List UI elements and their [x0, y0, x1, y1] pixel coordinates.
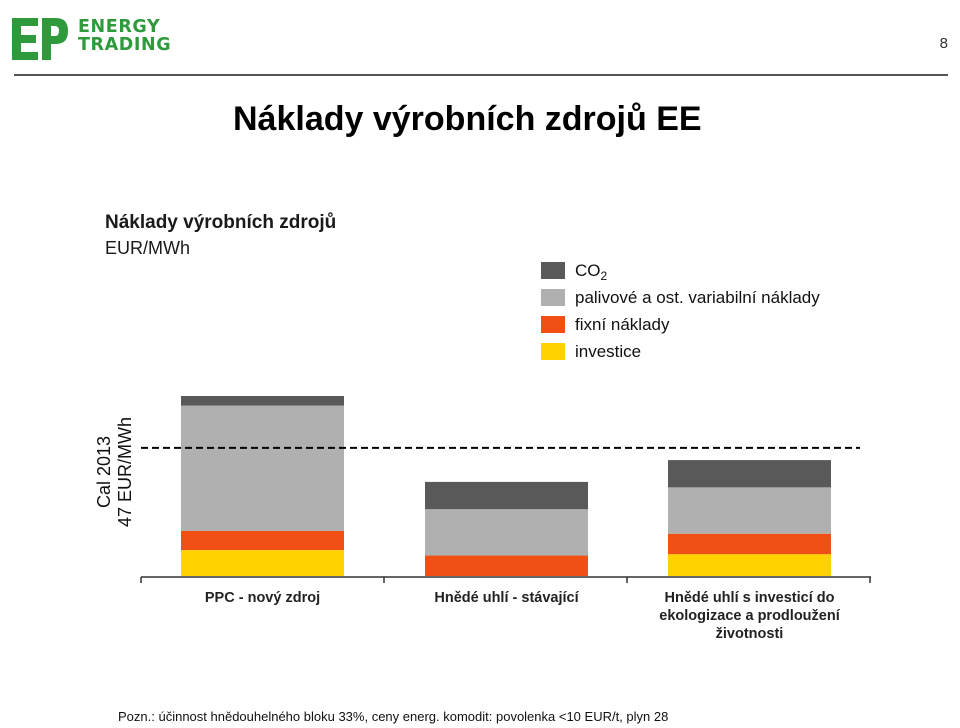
bars-group [181, 396, 831, 576]
legend-label: CO2 [575, 261, 608, 283]
legend-swatch [541, 289, 565, 306]
x-tick-label: Hnědé uhlí s investicí do ekologizace a p… [659, 590, 840, 642]
footnote: Pozn.: účinnost hnědouhelného bloku 33%,… [118, 709, 669, 724]
legend-label: palivové a ost. variabilní náklady [575, 288, 820, 307]
bar-segment-0-fixní [181, 531, 344, 551]
chart-title: Náklady výrobních zdrojů [105, 212, 336, 233]
legend-label: investice [575, 342, 641, 361]
x-tick-label: PPC - nový zdroj [205, 590, 320, 606]
reference-label-line1: Cal 2013 [94, 436, 114, 508]
bar-segment-1-co2 [425, 481, 588, 510]
reference-label-group: Cal 2013 47 EUR/MWh [94, 417, 135, 527]
bar-segment-1-palivové [425, 509, 588, 556]
bar-segment-1-fixní [425, 555, 588, 576]
legend-swatch [541, 262, 565, 279]
bar-segment-0-co2 [181, 396, 344, 406]
chart-subtitle: EUR/MWh [105, 238, 190, 258]
legend-swatch [541, 343, 565, 360]
bar-segment-2-palivové [668, 487, 831, 534]
logo-text: ENERGY TRADING [78, 17, 172, 55]
slide-title: Náklady výrobních zdrojů EE [233, 100, 702, 138]
bar-segment-2-fixní [668, 533, 831, 555]
ep-logo-mark [12, 18, 68, 60]
stacked-bar-chart: Náklady výrobních zdrojů EUR/MWh CO2 pali… [94, 212, 871, 642]
legend-label: fixní náklady [575, 315, 670, 334]
bar-segment-2-co2 [668, 460, 831, 488]
header-divider [14, 74, 948, 76]
x-tick-label: Hnědé uhlí - stávající [434, 590, 579, 606]
chart-legend: CO2 palivové a ost. variabilní náklady fix… [541, 261, 820, 361]
page-number: 8 [939, 35, 948, 52]
bar-segment-2-investice [668, 554, 831, 576]
company-logo: ENERGY TRADING [12, 18, 171, 60]
x-axis: PPC - nový zdroj Hnědé uhlí - stávající Hn… [140, 576, 871, 642]
bar-segment-0-investice [181, 550, 344, 576]
reference-label-line2: 47 EUR/MWh [115, 417, 135, 527]
bar-segment-0-palivové [181, 405, 344, 531]
legend-swatch [541, 316, 565, 333]
